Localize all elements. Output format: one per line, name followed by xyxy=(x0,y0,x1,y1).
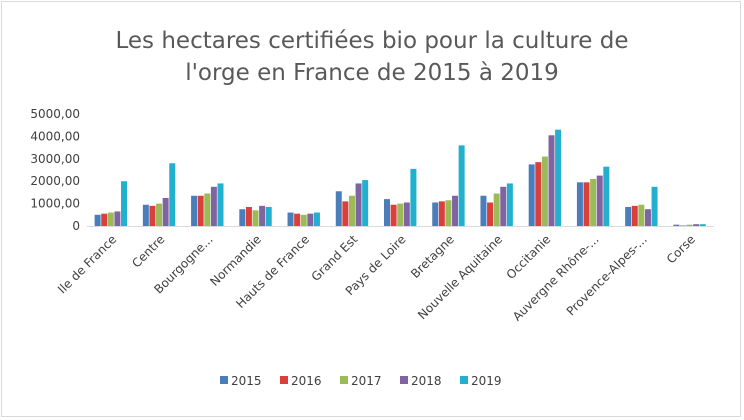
bar-2015-1 xyxy=(142,204,149,226)
legend-label-2016: 2016 xyxy=(291,374,322,388)
bar-2017-11 xyxy=(638,204,645,226)
bar-2016-6 xyxy=(390,204,397,226)
legend-swatch-2017 xyxy=(340,376,348,384)
bar-2018-10 xyxy=(596,175,603,226)
x-category-label: Bretagne xyxy=(408,232,457,281)
bar-2018-2 xyxy=(210,186,217,226)
bar-2016-8 xyxy=(487,202,494,226)
y-tick-label: 3000,00 xyxy=(30,152,80,166)
bar-2017-6 xyxy=(397,203,404,226)
x-category-label: Centre xyxy=(129,232,167,270)
bar-2015-10 xyxy=(576,182,583,226)
bar-2015-12 xyxy=(673,224,680,226)
bar-2017-10 xyxy=(590,178,597,226)
bar-2018-6 xyxy=(403,202,410,226)
legend-swatch-2018 xyxy=(400,376,408,384)
y-tick-label: 0 xyxy=(72,219,80,233)
bar-2016-3 xyxy=(245,206,252,226)
y-tick-label: 5000,00 xyxy=(30,107,80,121)
bar-2019-10 xyxy=(603,166,610,226)
bar-2016-5 xyxy=(342,201,349,226)
bar-2016-1 xyxy=(149,205,156,226)
bar-2015-2 xyxy=(191,195,198,226)
bar-2018-9 xyxy=(548,135,555,226)
bar-2019-7 xyxy=(458,145,465,226)
bar-2017-3 xyxy=(252,210,259,226)
bar-2019-9 xyxy=(555,129,562,226)
bar-2016-11 xyxy=(631,205,638,226)
chart-title-line-2: l'orge en France de 2015 à 2019 xyxy=(185,60,559,86)
bar-2017-12 xyxy=(686,224,693,226)
bar-2015-3 xyxy=(239,209,246,226)
legend-label-2017: 2017 xyxy=(351,374,382,388)
legend-swatch-2016 xyxy=(280,376,288,384)
bar-2015-8 xyxy=(480,195,487,226)
bar-2019-6 xyxy=(410,168,417,226)
y-tick-label: 4000,00 xyxy=(30,129,80,143)
legend-label-2018: 2018 xyxy=(411,374,442,388)
y-tick-label: 2000,00 xyxy=(30,174,80,188)
bar-2017-9 xyxy=(541,156,548,226)
legend-swatch-2015 xyxy=(220,376,228,384)
bar-2018-7 xyxy=(452,195,459,226)
legend-swatch-2019 xyxy=(460,376,468,384)
bar-2019-2 xyxy=(217,183,224,226)
bar-2015-4 xyxy=(287,212,294,226)
bar-2016-2 xyxy=(197,195,204,226)
bar-2018-5 xyxy=(355,183,362,226)
bar-2019-0 xyxy=(121,181,128,226)
bar-2016-7 xyxy=(438,201,445,226)
bar-2019-1 xyxy=(169,163,176,226)
bar-2017-5 xyxy=(348,195,355,226)
x-category-label: Nouvelle Aquitaine xyxy=(415,232,505,322)
bar-2015-0 xyxy=(94,214,101,226)
y-tick-label: 1000,00 xyxy=(30,197,80,211)
bar-2016-0 xyxy=(101,213,108,226)
bar-2016-10 xyxy=(583,182,590,226)
bar-2018-4 xyxy=(307,213,314,226)
x-category-label: Occitanie xyxy=(504,232,554,282)
x-axis-labels: Ile de France CentreBourgogne...Normandie… xyxy=(55,232,698,324)
bar-2018-11 xyxy=(644,209,651,226)
bars xyxy=(94,129,706,226)
chart-title: Les hectares certifiées bio pour la cult… xyxy=(115,28,628,86)
bar-2015-5 xyxy=(335,191,342,226)
bar-2015-6 xyxy=(384,199,390,226)
bar-2017-7 xyxy=(445,200,452,226)
bar-2017-0 xyxy=(107,212,114,226)
chart-title-line-1: Les hectares certifiées bio pour la cult… xyxy=(115,28,628,54)
legend-label-2015: 2015 xyxy=(231,374,262,388)
bar-2019-8 xyxy=(506,183,513,226)
bar-2018-12 xyxy=(693,224,700,226)
bar-2015-9 xyxy=(528,164,535,226)
bar-2015-11 xyxy=(625,206,632,226)
x-category-label: Grand Est xyxy=(309,232,361,284)
bar-2018-3 xyxy=(259,205,266,226)
bar-2019-12 xyxy=(699,224,706,226)
bar-2016-9 xyxy=(535,162,542,226)
bar-2019-11 xyxy=(651,186,658,226)
x-category-label: Provence-Alpes-... xyxy=(564,232,650,318)
legend: 2015 2016 2017 2018 2019 xyxy=(220,374,502,388)
bar-2018-8 xyxy=(500,186,507,226)
bar-2017-8 xyxy=(493,193,500,226)
bar-2016-4 xyxy=(294,213,301,226)
bar-2019-4 xyxy=(313,212,320,226)
bar-2017-4 xyxy=(300,214,307,226)
bar-2018-0 xyxy=(114,211,121,226)
x-category-label: Auvergne Rhône-... xyxy=(510,232,602,324)
bar-2015-7 xyxy=(432,202,439,226)
bar-2019-3 xyxy=(265,206,272,226)
x-category-label: Ile de France xyxy=(55,232,119,296)
x-category-label: Corse xyxy=(664,232,698,266)
y-axis: 0 1000,00 2000,00 3000,00 4000,00 5000,00 xyxy=(30,107,80,233)
bar-2017-2 xyxy=(204,193,211,226)
legend-label-2019: 2019 xyxy=(471,374,502,388)
bar-2017-1 xyxy=(156,203,163,226)
bar-2018-1 xyxy=(162,198,169,226)
bar-2019-5 xyxy=(362,180,369,226)
